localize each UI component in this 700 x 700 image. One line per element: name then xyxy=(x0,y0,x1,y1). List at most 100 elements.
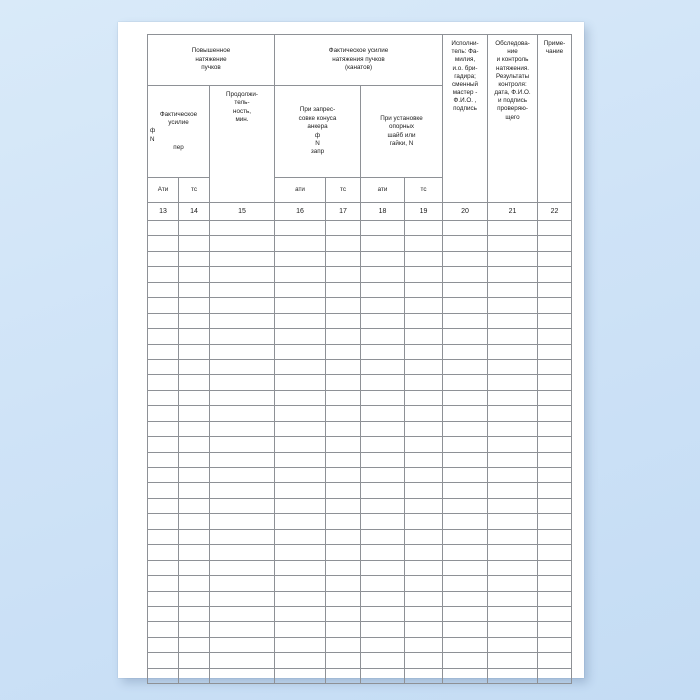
table-cell[interactable] xyxy=(487,312,539,330)
table-cell[interactable] xyxy=(487,605,539,623)
table-cell[interactable] xyxy=(209,250,275,268)
table-cell[interactable] xyxy=(403,358,444,376)
table-cell[interactable] xyxy=(487,281,539,299)
table-cell[interactable] xyxy=(274,405,326,422)
table-cell[interactable] xyxy=(537,328,573,345)
table-cell[interactable] xyxy=(147,513,179,530)
table-cell[interactable] xyxy=(360,219,405,237)
table-cell[interactable] xyxy=(360,559,405,577)
table-row[interactable] xyxy=(147,420,573,438)
table-cell[interactable] xyxy=(442,451,489,469)
table-cell[interactable] xyxy=(209,281,275,299)
table-cell[interactable] xyxy=(274,575,326,592)
table-cell[interactable] xyxy=(537,436,573,453)
table-cell[interactable] xyxy=(147,436,179,453)
table-cell[interactable] xyxy=(537,544,573,561)
table-cell[interactable] xyxy=(209,559,275,577)
table-cell[interactable] xyxy=(487,575,539,592)
table-cell[interactable] xyxy=(274,590,326,607)
table-cell[interactable] xyxy=(442,420,489,438)
table-cell[interactable] xyxy=(487,343,539,360)
table-row[interactable] xyxy=(147,281,573,299)
table-cell[interactable] xyxy=(487,420,539,438)
table-cell[interactable] xyxy=(325,482,361,499)
table-cell[interactable] xyxy=(274,451,326,469)
table-cell[interactable] xyxy=(403,389,444,407)
table-row[interactable] xyxy=(147,575,573,592)
table-cell[interactable] xyxy=(360,652,405,669)
table-cell[interactable] xyxy=(487,667,539,685)
table-cell[interactable] xyxy=(403,266,444,283)
table-cell[interactable] xyxy=(403,605,444,623)
table-row[interactable] xyxy=(147,544,573,561)
table-cell[interactable] xyxy=(325,436,361,453)
table-cell[interactable] xyxy=(360,667,405,685)
table-cell[interactable] xyxy=(274,528,326,546)
table-cell[interactable] xyxy=(209,436,275,453)
table-cell[interactable] xyxy=(178,250,210,268)
table-cell[interactable] xyxy=(178,590,210,607)
table-cell[interactable] xyxy=(360,451,405,469)
table-cell[interactable] xyxy=(147,667,179,685)
table-cell[interactable] xyxy=(274,605,326,623)
table-cell[interactable] xyxy=(325,528,361,546)
table-cell[interactable] xyxy=(178,544,210,561)
table-cell[interactable] xyxy=(209,466,275,484)
table-cell[interactable] xyxy=(147,250,179,268)
table-cell[interactable] xyxy=(360,281,405,299)
table-cell[interactable] xyxy=(325,389,361,407)
table-cell[interactable] xyxy=(209,374,275,391)
table-cell[interactable] xyxy=(325,219,361,237)
table-cell[interactable] xyxy=(209,358,275,376)
table-cell[interactable] xyxy=(487,559,539,577)
table-cell[interactable] xyxy=(147,590,179,607)
table-cell[interactable] xyxy=(403,590,444,607)
table-cell[interactable] xyxy=(274,374,326,391)
table-cell[interactable] xyxy=(147,389,179,407)
table-cell[interactable] xyxy=(325,667,361,685)
table-cell[interactable] xyxy=(537,219,573,237)
table-row[interactable] xyxy=(147,358,573,376)
table-cell[interactable] xyxy=(325,420,361,438)
table-cell[interactable] xyxy=(442,312,489,330)
table-cell[interactable] xyxy=(403,575,444,592)
table-cell[interactable] xyxy=(209,513,275,530)
table-cell[interactable] xyxy=(178,559,210,577)
table-cell[interactable] xyxy=(537,605,573,623)
table-cell[interactable] xyxy=(274,559,326,577)
table-cell[interactable] xyxy=(178,605,210,623)
table-row[interactable] xyxy=(147,219,573,237)
table-row[interactable] xyxy=(147,436,573,453)
table-cell[interactable] xyxy=(209,497,275,515)
table-cell[interactable] xyxy=(325,451,361,469)
table-cell[interactable] xyxy=(442,281,489,299)
table-cell[interactable] xyxy=(442,497,489,515)
table-cell[interactable] xyxy=(360,405,405,422)
table-cell[interactable] xyxy=(325,266,361,283)
table-cell[interactable] xyxy=(325,652,361,669)
table-cell[interactable] xyxy=(360,235,405,252)
table-row[interactable] xyxy=(147,497,573,515)
table-cell[interactable] xyxy=(403,466,444,484)
table-cell[interactable] xyxy=(178,575,210,592)
table-cell[interactable] xyxy=(403,621,444,638)
table-cell[interactable] xyxy=(274,482,326,499)
table-cell[interactable] xyxy=(178,636,210,654)
table-cell[interactable] xyxy=(325,466,361,484)
table-cell[interactable] xyxy=(403,420,444,438)
table-cell[interactable] xyxy=(537,451,573,469)
table-cell[interactable] xyxy=(360,250,405,268)
table-cell[interactable] xyxy=(147,405,179,422)
table-cell[interactable] xyxy=(360,343,405,360)
table-cell[interactable] xyxy=(487,266,539,283)
table-cell[interactable] xyxy=(147,482,179,499)
table-row[interactable] xyxy=(147,513,573,530)
table-cell[interactable] xyxy=(403,297,444,314)
table-cell[interactable] xyxy=(403,497,444,515)
table-cell[interactable] xyxy=(360,466,405,484)
table-cell[interactable] xyxy=(147,235,179,252)
table-cell[interactable] xyxy=(274,621,326,638)
table-cell[interactable] xyxy=(442,590,489,607)
table-cell[interactable] xyxy=(147,312,179,330)
table-cell[interactable] xyxy=(274,235,326,252)
